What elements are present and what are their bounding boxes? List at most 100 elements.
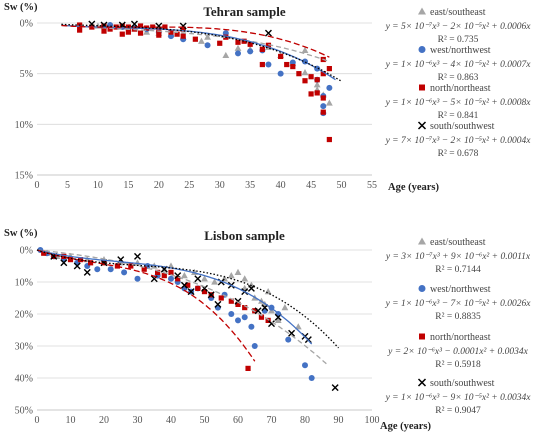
y-tick-label: 0% (20, 246, 33, 257)
data-point (180, 33, 186, 39)
data-point (235, 301, 241, 307)
trendline (61, 23, 342, 82)
x-tick-label: 10 (66, 415, 76, 426)
data-point (195, 285, 201, 291)
x-tick-label: 30 (133, 415, 143, 426)
data-point (156, 32, 162, 38)
legend-label: north/northeast (430, 332, 491, 343)
data-point (60, 259, 68, 267)
data-point (284, 61, 290, 68)
x-tick-label: 45 (306, 180, 316, 191)
data-point (302, 362, 308, 369)
r-squared-label: R² = 0.5918 (435, 360, 481, 370)
data-point (217, 40, 223, 46)
data-point (301, 69, 309, 76)
data-point (302, 78, 308, 84)
data-point (201, 289, 208, 295)
data-point (235, 39, 241, 45)
x-tick-label: 10 (93, 180, 103, 191)
data-point (101, 28, 107, 34)
data-point (227, 272, 235, 279)
data-point (88, 260, 94, 266)
data-point (258, 314, 265, 320)
data-point (301, 46, 309, 53)
data-point (180, 26, 186, 32)
series-east-southeast (94, 22, 333, 106)
data-point (265, 42, 272, 48)
data-point (73, 262, 81, 270)
trendline (36, 249, 339, 349)
data-point (320, 95, 326, 101)
data-point (41, 250, 47, 256)
x-tick-label: 25 (184, 180, 194, 191)
data-point (141, 266, 147, 272)
data-point (285, 336, 292, 343)
trend-equation: y = 1× 10⁻⁶x³ − 9× 10⁻⁵x² + 0.0034x (385, 393, 532, 403)
x-tick-label: 0 (35, 180, 40, 191)
y-axis-label: Sw (%) (4, 228, 38, 239)
legend-entry: east/southeast y = 3× 10⁻⁷x³ + 9× 10⁻⁶x² … (385, 237, 531, 275)
x-tick-label: 30 (215, 180, 225, 191)
data-point (94, 266, 101, 273)
data-point (288, 329, 296, 337)
data-point (241, 314, 248, 321)
data-point (119, 31, 125, 37)
r-squared-label: R² = 0.7144 (435, 265, 481, 275)
data-point (134, 259, 141, 266)
data-point (77, 27, 83, 33)
legend-marker (417, 378, 427, 387)
data-point (259, 46, 265, 52)
data-point (248, 323, 255, 330)
trendline (36, 249, 313, 345)
data-point (290, 63, 296, 70)
data-point (128, 263, 134, 269)
legend-entry: west/northwest y = 1× 10⁻⁶x³ − 4× 10⁻⁵x² … (385, 45, 532, 83)
legend-label: west/northwest (430, 284, 491, 295)
trend-equation: y = 2× 10⁻⁶x³ − 0.0001x² + 0.0034x (387, 347, 528, 357)
chart-panel-1: Tehran sample Sw (%) 0% 5% 10% 15%0 5 10 15 20 25 3… (4, 2, 531, 193)
data-point (201, 275, 208, 282)
data-point (314, 77, 320, 83)
data-point (192, 36, 198, 42)
x-tick-label: 35 (245, 180, 255, 191)
trend-equation: y = 3× 10⁻⁷x³ + 9× 10⁻⁶x² + 0.0011x (385, 252, 531, 262)
x-tick-label: 40 (166, 415, 176, 426)
y-tick-label: 0% (20, 19, 33, 30)
x-tick-label: 20 (99, 415, 109, 426)
data-point (125, 29, 131, 35)
legend-entry: north/northeast y = 2× 10⁻⁶x³ − 0.0001x² … (387, 332, 528, 370)
x-tick-label: 0 (35, 415, 40, 426)
chart-title: Lisbon sample (204, 228, 285, 243)
legend-marker (418, 7, 426, 15)
trendline (36, 249, 256, 362)
data-point (175, 276, 181, 282)
y-tick-label: 10% (15, 278, 33, 289)
data-point (156, 27, 162, 33)
data-point (228, 311, 235, 317)
data-point (235, 50, 241, 57)
data-point (83, 268, 91, 276)
trend-equation: y = 1× 10⁻⁶x³ − 4× 10⁻⁵x² + 0.0007x (385, 60, 532, 70)
y-tick-label: 20% (15, 310, 33, 321)
legend-marker (418, 46, 426, 53)
data-point (268, 320, 275, 328)
data-point (320, 71, 326, 77)
x-tick-label: 70 (267, 415, 277, 426)
y-tick-label: 30% (15, 342, 33, 353)
r-squared-label: R² = 0.841 (438, 111, 479, 121)
legend-label: north/northeast (430, 83, 491, 94)
legend-entry: south/southwest y = 1× 10⁻⁶x³ − 9× 10⁻⁵x²… (385, 378, 532, 416)
x-tick-label: 40 (276, 180, 286, 191)
data-point (278, 53, 284, 60)
data-point (121, 269, 128, 276)
data-point (204, 42, 211, 49)
x-tick-label: 20 (154, 180, 164, 191)
x-tick-label: 100 (365, 415, 380, 426)
data-point (314, 90, 320, 96)
data-point (207, 291, 215, 299)
data-point (265, 61, 272, 68)
legend-marker (418, 285, 426, 292)
data-point (155, 269, 161, 275)
